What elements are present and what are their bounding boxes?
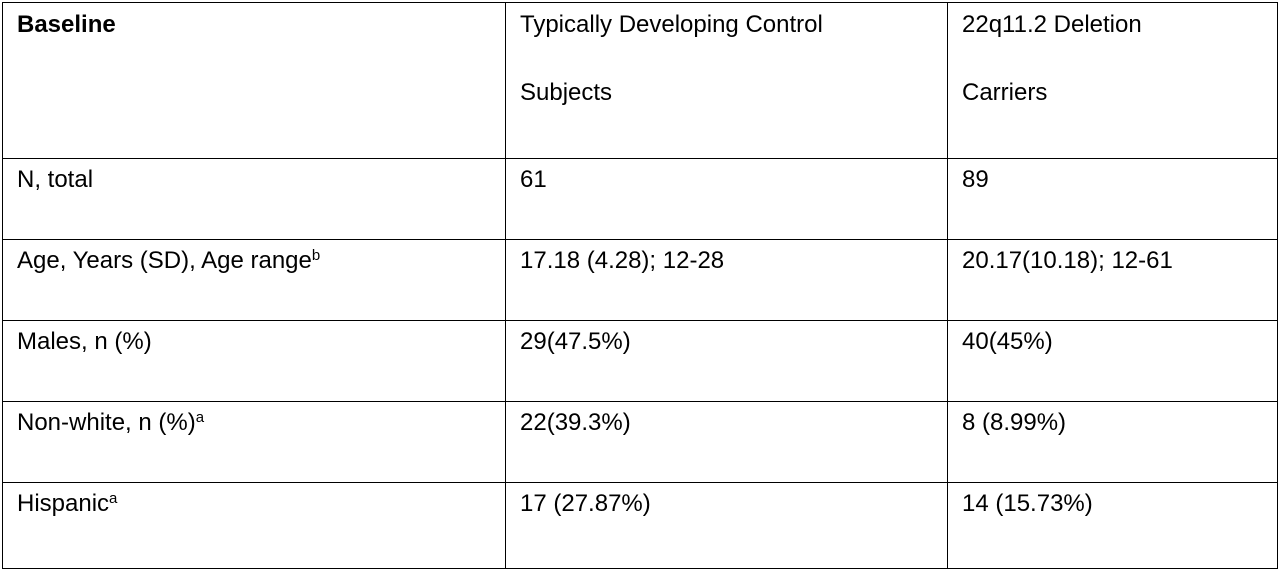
row-label-text: N, total (17, 166, 94, 193)
row-footnote-marker: a (109, 490, 118, 507)
control-value: 29(47.5%) (505, 320, 948, 402)
row-label: Hispanica (2, 482, 506, 569)
row-label: Males, n (%) (2, 320, 506, 402)
row-label: Age, Years (SD), Age rangeb (2, 239, 506, 321)
header-baseline: Baseline (2, 2, 506, 159)
row-label: N, total (2, 158, 506, 240)
row-label-text: Non-white, n (%) (17, 409, 196, 436)
carriers-value: 89 (947, 158, 1278, 240)
header-carriers-line1: 22q11.2 Deletion (962, 11, 1142, 38)
table-row: Hispanica 17 (27.87%) 14 (15.73%) (2, 482, 1278, 569)
header-carriers-line2: Carriers (962, 79, 1048, 106)
row-label-text: Males, n (%) (17, 328, 152, 355)
carriers-value: 8 (8.99%) (947, 401, 1278, 483)
table-header-row: Baseline Typically Developing Control Su… (2, 2, 1278, 159)
header-deletion-carriers: 22q11.2 Deletion Carriers (947, 2, 1278, 159)
row-label-text: Age, Years (SD), Age range (17, 247, 312, 274)
row-label: Non-white, n (%)a (2, 401, 506, 483)
table-row: Non-white, n (%)a 22(39.3%) 8 (8.99%) (2, 401, 1278, 483)
carriers-value: 20.17(10.18); 12-61 (947, 239, 1278, 321)
control-value: 61 (505, 158, 948, 240)
table-row: Males, n (%) 29(47.5%) 40(45%) (2, 320, 1278, 402)
control-value: 17.18 (4.28); 12-28 (505, 239, 948, 321)
row-footnote-marker: b (311, 247, 321, 264)
header-control-subjects: Typically Developing Control Subjects (505, 2, 948, 159)
control-value: 22(39.3%) (505, 401, 948, 483)
control-value: 17 (27.87%) (505, 482, 948, 569)
carriers-value: 14 (15.73%) (947, 482, 1278, 569)
table-row: Age, Years (SD), Age rangeb 17.18 (4.28)… (2, 239, 1278, 321)
row-footnote-marker: a (195, 409, 205, 426)
table-row: N, total 61 89 (2, 158, 1278, 240)
carriers-value: 40(45%) (947, 320, 1278, 402)
header-control-line2: Subjects (520, 79, 613, 106)
header-control-line1: Typically Developing Control (520, 11, 823, 38)
row-label-text: Hispanic (17, 490, 110, 517)
